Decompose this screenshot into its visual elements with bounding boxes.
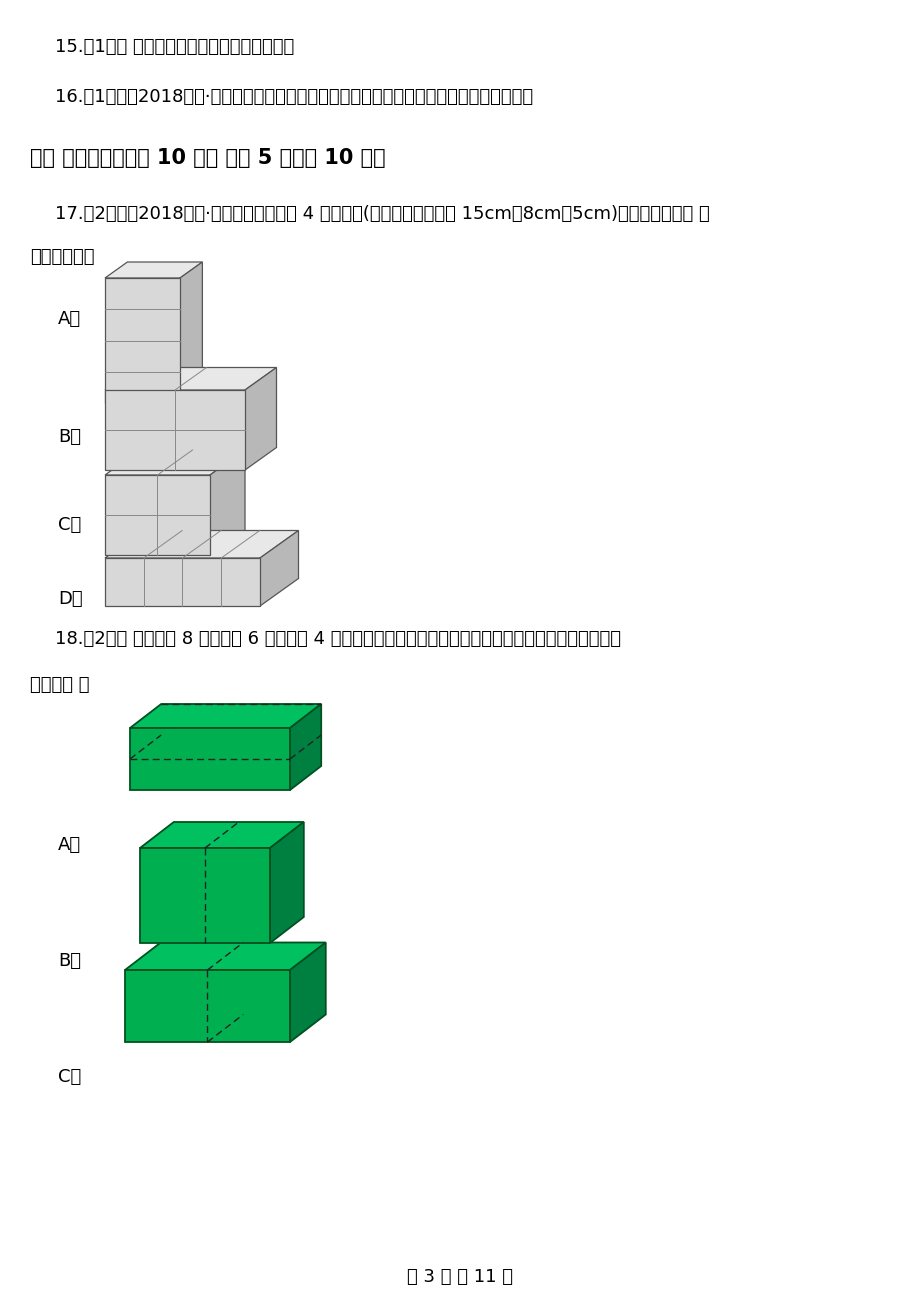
- Polygon shape: [105, 559, 260, 605]
- Polygon shape: [140, 848, 269, 943]
- Polygon shape: [105, 367, 277, 391]
- Text: D．: D．: [58, 590, 83, 608]
- Polygon shape: [125, 943, 325, 970]
- Polygon shape: [289, 943, 325, 1042]
- Text: 法是（　 ）: 法是（ ）: [30, 676, 89, 694]
- Polygon shape: [130, 704, 321, 728]
- Polygon shape: [140, 822, 303, 848]
- Polygon shape: [105, 279, 180, 404]
- Polygon shape: [105, 450, 244, 475]
- Polygon shape: [269, 822, 303, 943]
- Polygon shape: [244, 367, 277, 470]
- Polygon shape: [210, 450, 244, 555]
- Polygon shape: [105, 530, 298, 559]
- Polygon shape: [130, 728, 289, 790]
- Polygon shape: [289, 704, 321, 790]
- Text: B．: B．: [58, 428, 81, 447]
- Text: C．: C．: [58, 1068, 81, 1086]
- Text: B．: B．: [58, 952, 81, 970]
- Text: 16.（1分）（2018五下·深圳期末）如果两个长方体的表面积相等，那么它们的体积也相等。: 16.（1分）（2018五下·深圳期末）如果两个长方体的表面积相等，那么它们的体…: [55, 89, 532, 105]
- Text: C．: C．: [58, 516, 81, 534]
- Text: 17.（2分）（2018六下·深圳期末）淡气把 4 盒计算器(长、宽、高分别为 15cm、8cm、5cm)包成一包，（　 ）: 17.（2分）（2018六下·深圳期末）淡气把 4 盒计算器(长、宽、高分别为 …: [55, 204, 709, 223]
- Text: A．: A．: [58, 836, 81, 854]
- Text: 18.（2分） 把一个长 8 厘米、宽 6 厘米、高 4 厘米的长方体，切成两个长方体，下图中增加表面积最多的切: 18.（2分） 把一个长 8 厘米、宽 6 厘米、高 4 厘米的长方体，切成两个…: [55, 630, 620, 648]
- Text: 三、 精心选一选（共 10 分） （共 5 题；共 10 分）: 三、 精心选一选（共 10 分） （共 5 题；共 10 分）: [30, 148, 385, 168]
- Polygon shape: [105, 475, 210, 555]
- Text: 最省包装纸。: 最省包装纸。: [30, 247, 95, 266]
- Polygon shape: [105, 262, 202, 279]
- Polygon shape: [125, 970, 289, 1042]
- Text: 第 3 页 共 11 页: 第 3 页 共 11 页: [406, 1268, 513, 1286]
- Polygon shape: [180, 262, 202, 404]
- Text: 15.（1分） 从折线统计图上看不出具体的数值: 15.（1分） 从折线统计图上看不出具体的数值: [55, 38, 294, 56]
- Text: A．: A．: [58, 310, 81, 328]
- Polygon shape: [105, 391, 244, 470]
- Polygon shape: [260, 530, 298, 605]
